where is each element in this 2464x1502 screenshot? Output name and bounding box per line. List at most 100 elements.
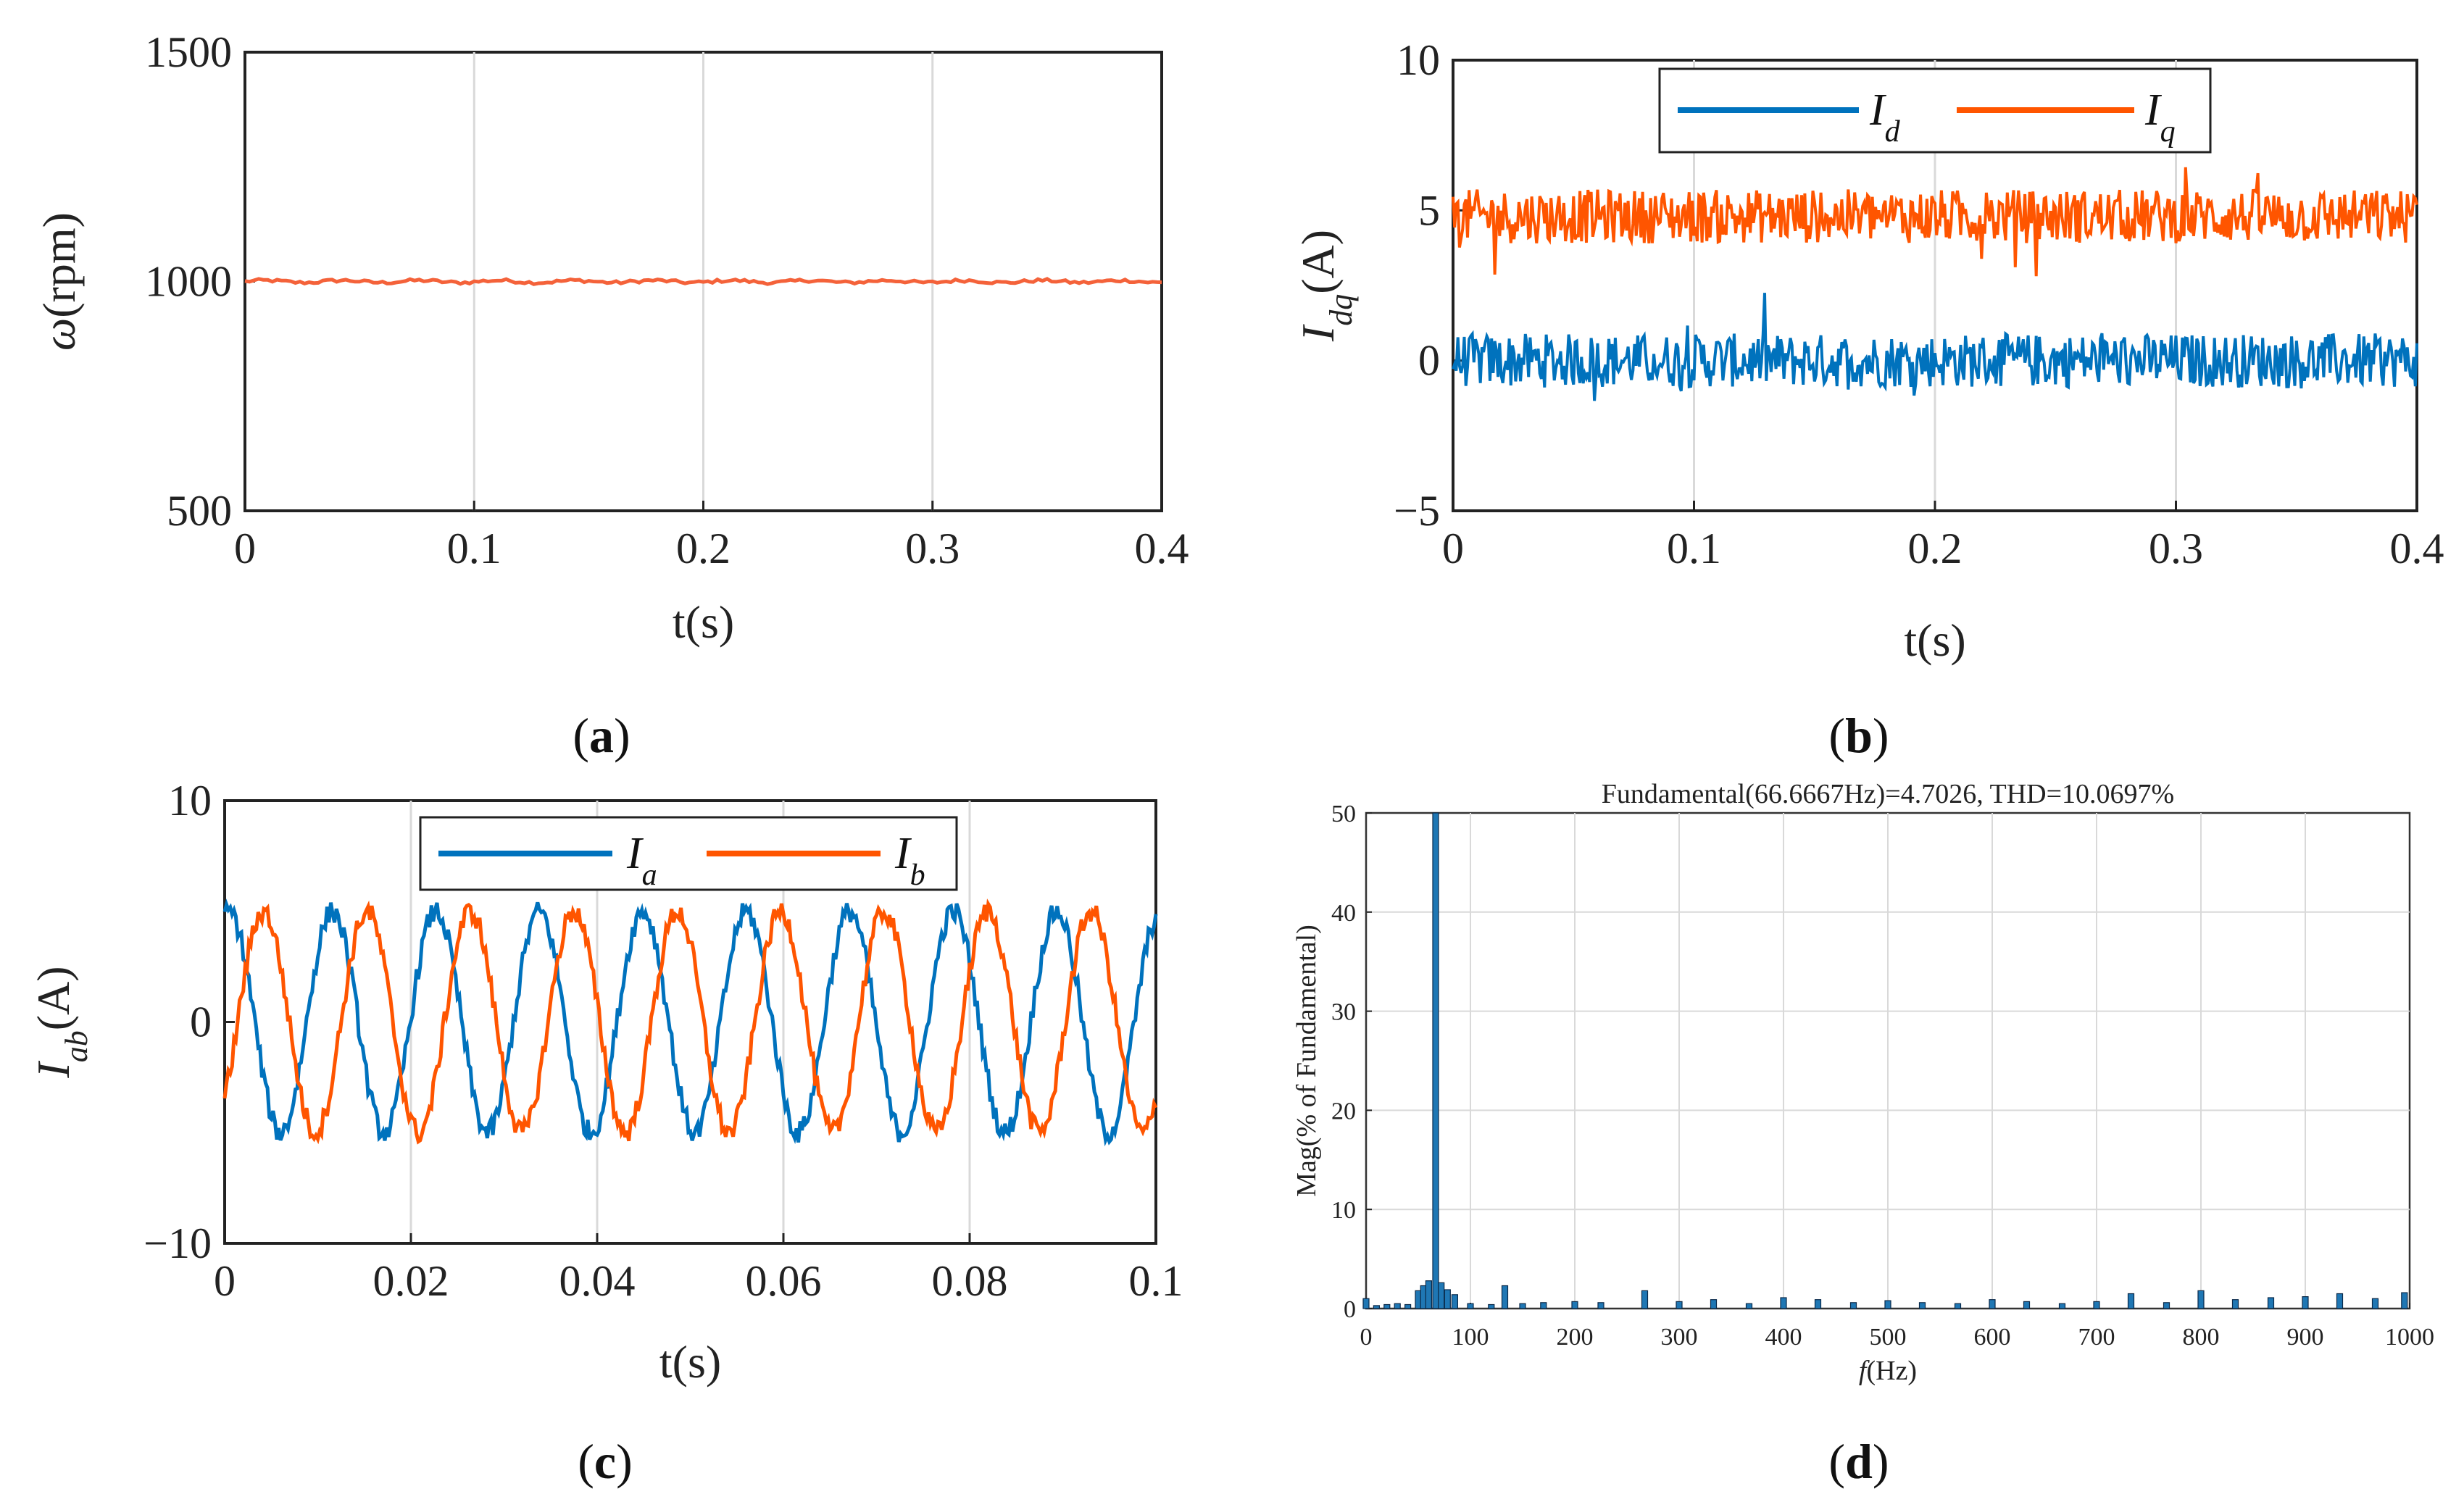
spectrum-bar (1641, 1290, 1649, 1309)
x-tick-label: 100 (1452, 1324, 1489, 1351)
y-axis-main-b: I (1292, 324, 1344, 342)
y-tick-labels-b: −5 0 5 10 (1394, 36, 1440, 535)
spectrum-bar (1676, 1301, 1683, 1309)
x-tick-label: 300 (1661, 1324, 1698, 1351)
legend-label-ib-main: I (894, 829, 912, 878)
spectrum-bar (1501, 1285, 1509, 1309)
spectrum-bar (1488, 1303, 1495, 1309)
y-tick-label: 0 (1418, 337, 1440, 385)
caption-letter-a: a (589, 708, 614, 763)
legend-label-id-sub: d (1885, 115, 1901, 149)
x-axis-label-b: t(s) (1904, 614, 1965, 666)
legend-label-ia-main: I (626, 829, 644, 878)
y-tick-label: 50 (1331, 801, 1356, 827)
caption-b: (b) (1828, 708, 1889, 763)
x-tick-label: 0.3 (2149, 525, 2203, 572)
y-tick-label: 1000 (145, 258, 232, 306)
spectrum-bar (1745, 1303, 1753, 1309)
y-axis-unit-c: (A) (28, 966, 79, 1030)
spectrum-bar (2267, 1297, 2275, 1309)
y-axis-unit-b: (A) (1292, 230, 1344, 294)
spectrum-bar (1849, 1302, 1857, 1309)
y-tick-label: 30 (1331, 999, 1356, 1026)
x-tick-label: 900 (2287, 1324, 2324, 1351)
spectrum-bar (1383, 1303, 1391, 1309)
x-tick-label: 0 (234, 525, 256, 572)
plot-area-a (244, 277, 1162, 286)
y-tick-label: 0 (1344, 1296, 1356, 1323)
spectrum-bar (1884, 1300, 1891, 1309)
x-tick-labels-a: 0 0.1 0.2 0.3 0.4 (234, 525, 1189, 572)
y-tick-label: 40 (1331, 900, 1356, 927)
panel-d: 0 100 200 300 400 500 600 700 800 900 1000 0 10 20 30… (1291, 779, 2434, 1489)
x-tick-label: 0.4 (1135, 525, 1189, 572)
panel-a: 0 0.1 0.2 0.3 0.4 500 1000 1500 t(s) ω(rpm) (a… (33, 28, 1189, 763)
x-tick-label: 0.1 (1129, 1257, 1183, 1305)
y-tick-label: −5 (1394, 487, 1440, 535)
x-tick-label: 1000 (2385, 1324, 2434, 1351)
plot-area-b (1452, 167, 2418, 401)
y-axis-unit-a: (rpm) (33, 212, 85, 318)
spectrum-bar (1451, 1294, 1459, 1309)
x-axis-label-d: f(Hz) (1859, 1356, 1917, 1386)
y-axis-label-d: Mag(% of Fundamental) (1291, 925, 1322, 1197)
legend-label-id-main: I (1869, 85, 1887, 135)
spectrum-bar (1362, 1298, 1370, 1309)
plot-area-d (1362, 812, 2408, 1309)
series-line-id (1452, 293, 2418, 401)
spectrum-bar (2163, 1302, 2170, 1309)
legend-label-id: Id (1869, 85, 1901, 149)
series-line-ib (222, 898, 1158, 1145)
x-tick-label: 0.06 (746, 1257, 822, 1305)
spectrum-bar (1467, 1303, 1474, 1309)
y-tick-label: 20 (1331, 1098, 1356, 1125)
x-tick-label: 600 (1974, 1324, 2011, 1351)
spectrum-bar (2197, 1290, 2205, 1309)
spectrum-bar (1432, 812, 1439, 1309)
x-tick-label: 500 (1870, 1324, 1907, 1351)
legend-c: Ia Ib (419, 816, 958, 892)
legend-label-iq: Iq (2144, 85, 2176, 149)
y-tick-label: 1500 (145, 28, 232, 76)
spectrum-bar (1519, 1303, 1526, 1309)
y-tick-label: 0 (190, 998, 212, 1046)
x-tick-label: 0.2 (1908, 525, 1963, 572)
spectrum-bar (1425, 1280, 1433, 1309)
spectrum-bar (1954, 1303, 1962, 1309)
legend-label-ib-sub: b (910, 859, 925, 892)
spectrum-bar (1597, 1302, 1604, 1309)
spectrum-bar (1394, 1303, 1401, 1309)
x-tick-label: 800 (2183, 1324, 2220, 1351)
legend-label-ia-sub: a (642, 859, 657, 892)
x-tick-label: 0.02 (373, 1257, 449, 1305)
x-tick-label: 0.4 (2390, 525, 2444, 572)
y-axis-sub-b: dq (1323, 294, 1359, 326)
plot-area-c (222, 898, 1158, 1147)
y-axis-main-c: I (28, 1061, 79, 1079)
x-tick-labels-c: 0 0.02 0.04 0.06 0.08 0.1 (214, 1257, 1183, 1305)
grid-d (1365, 812, 2410, 1309)
x-tick-label: 0 (1442, 525, 1464, 572)
spectrum-bar (2093, 1301, 2100, 1309)
spectrum-bar (1814, 1299, 1822, 1309)
x-tick-label: 0.1 (447, 525, 501, 572)
y-tick-label: 10 (1397, 36, 1440, 84)
y-tick-label: −10 (143, 1219, 212, 1267)
spectrum-bar (2231, 1299, 2239, 1309)
x-axis-label-a: t(s) (673, 596, 734, 648)
series-line-speed (244, 277, 1162, 286)
spectrum-bar (1540, 1302, 1547, 1309)
x-tick-label: 0.04 (559, 1257, 636, 1305)
legend-label-ib: Ib (894, 829, 925, 892)
spectrum-bar (2127, 1293, 2135, 1309)
spectrum-bar (2023, 1301, 2031, 1309)
x-tick-label: 400 (1765, 1324, 1802, 1351)
spectrum-bar (2401, 1292, 2408, 1309)
y-axis-label-c: Iab(A) (28, 966, 94, 1078)
spectrum-bar (2371, 1298, 2379, 1309)
y-tick-labels-a: 500 1000 1500 (145, 28, 232, 535)
x-tick-label: 200 (1557, 1324, 1594, 1351)
